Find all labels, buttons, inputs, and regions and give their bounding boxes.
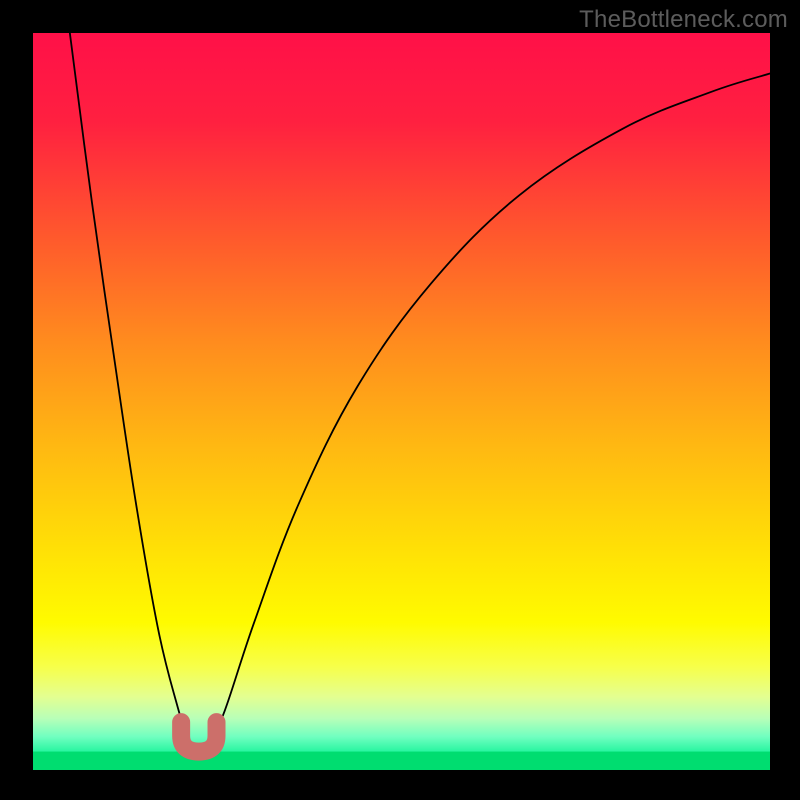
chart-container: TheBottleneck.com [0, 0, 800, 800]
green-band [33, 752, 770, 770]
watermark-text: TheBottleneck.com [579, 6, 788, 34]
gradient-background [33, 33, 770, 770]
bottleneck-chart-svg [0, 0, 800, 800]
